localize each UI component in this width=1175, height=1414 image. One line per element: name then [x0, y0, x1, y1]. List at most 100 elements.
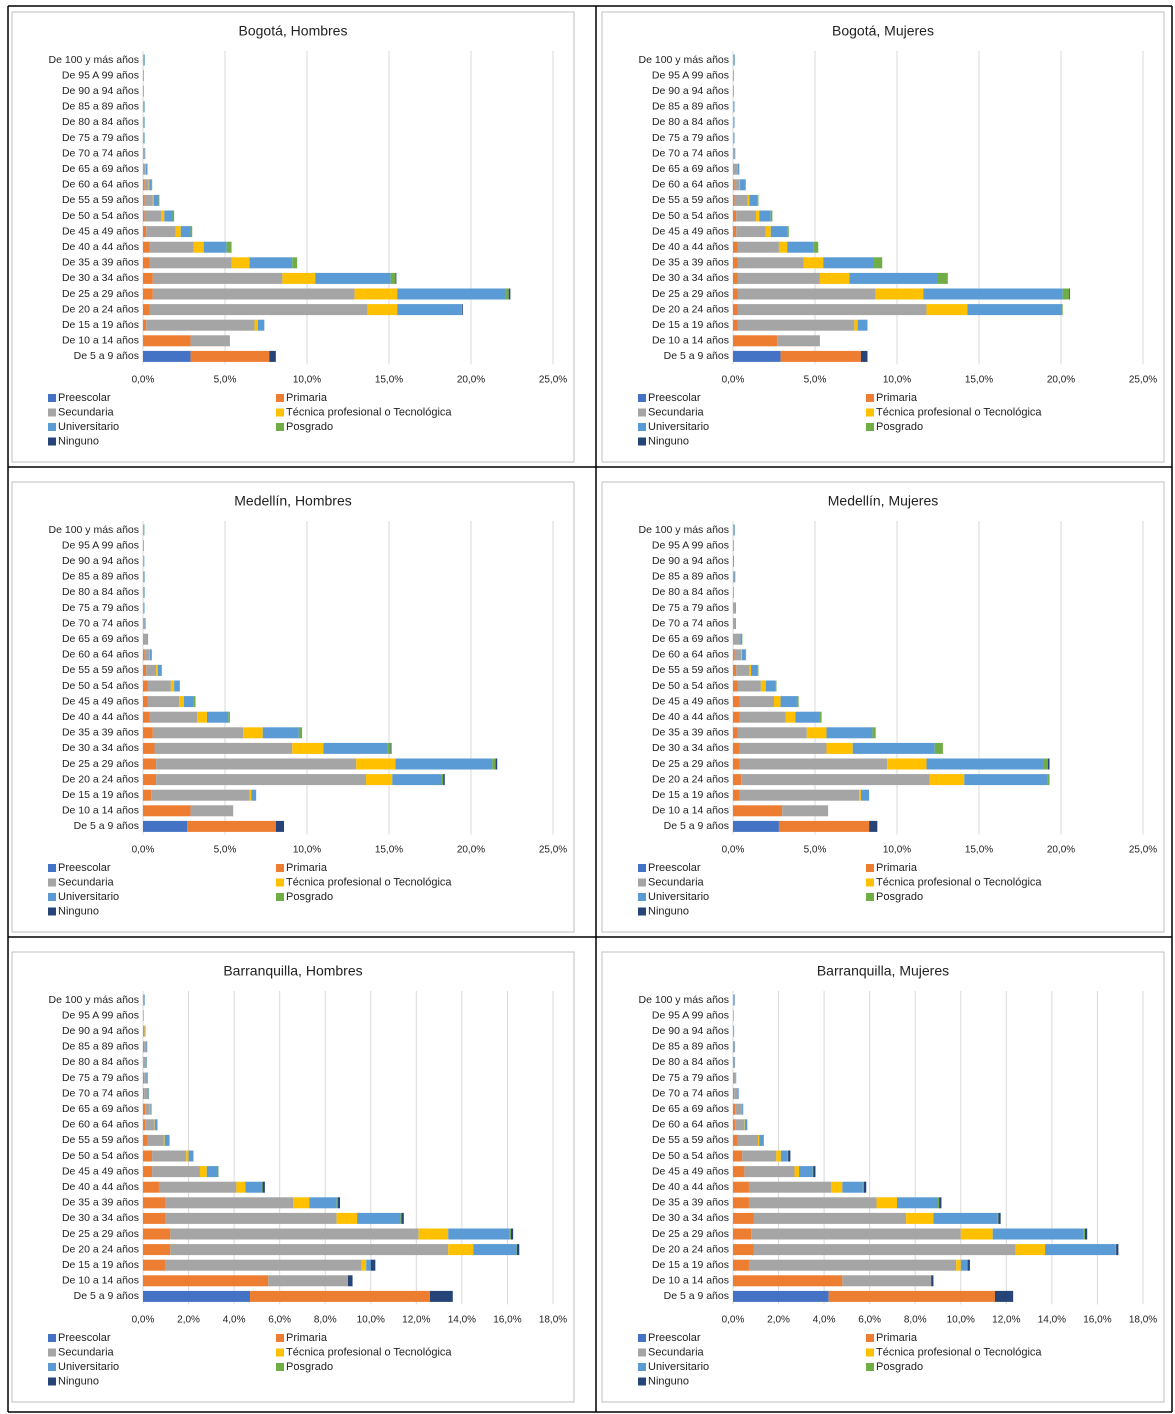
legend-marker	[48, 907, 56, 916]
bar-segment	[143, 586, 144, 598]
bar-segment	[741, 649, 743, 661]
bar-segment	[143, 163, 146, 175]
y-tick-label: De 55 a 59 años	[62, 194, 139, 206]
bar-segment	[863, 1181, 867, 1193]
bar-segment	[770, 210, 773, 222]
bar-segment	[926, 304, 968, 316]
bar-segment	[734, 994, 735, 1006]
bar-segment	[370, 1259, 376, 1271]
bar-segment	[147, 1088, 149, 1100]
y-tick-label: De 40 a 44 años	[62, 1181, 139, 1193]
bar-segment	[733, 1228, 752, 1240]
y-tick-label: De 90 a 94 años	[62, 1025, 139, 1037]
y-tick-label: De 20 a 24 años	[62, 773, 139, 785]
bar-segment	[997, 1212, 999, 1224]
chart-title: Barranquilla, Mujeres	[817, 963, 949, 979]
bar-segment	[862, 1181, 864, 1193]
bar-segment	[206, 1166, 219, 1178]
x-tick-label: 15,0%	[965, 845, 993, 856]
x-tick-label: 10,0%	[293, 375, 321, 386]
bar-segment	[733, 1025, 734, 1037]
y-tick-label: De 85 a 89 años	[62, 1041, 139, 1053]
bar-segment	[187, 820, 276, 832]
bar-segment	[875, 288, 924, 300]
x-tick-label: 10,0%	[947, 1315, 975, 1326]
bar-segment	[734, 618, 736, 630]
bar-segment	[323, 742, 388, 754]
bar-segment	[733, 148, 735, 160]
bar-segment	[146, 319, 255, 331]
x-tick-label: 16,0%	[493, 1315, 521, 1326]
y-tick-label: De 70 a 74 años	[62, 617, 139, 629]
legend-marker	[866, 423, 874, 431]
y-tick-label: De 100 y más años	[639, 54, 729, 66]
bar-segment	[143, 132, 144, 144]
bar-segment	[156, 664, 158, 676]
bar-segment	[390, 272, 396, 284]
legend-marker	[638, 864, 646, 872]
bar-segment	[759, 1134, 764, 1146]
legend-marker	[866, 1363, 874, 1371]
bar-segment	[757, 194, 759, 206]
bar-segment	[441, 774, 444, 786]
x-tick-label: 0,0%	[722, 845, 745, 856]
bar-segment	[733, 179, 735, 191]
y-tick-label: De 65 a 69 años	[62, 163, 139, 175]
y-tick-label: De 10 a 14 años	[652, 805, 729, 817]
x-tick-label: 18,0%	[1129, 1315, 1157, 1326]
bar-segment	[1069, 288, 1071, 300]
y-tick-label: De 20 a 24 años	[652, 1243, 729, 1255]
bar-segment	[145, 1056, 147, 1068]
bar-segment	[152, 288, 355, 300]
bar-segment	[245, 1181, 262, 1193]
bar-segment	[186, 1150, 189, 1162]
bar-segment	[395, 272, 397, 284]
bar-segment	[397, 304, 462, 316]
bar-segment	[733, 272, 738, 284]
bar-segment	[143, 602, 144, 614]
y-tick-label: De 80 a 84 años	[62, 116, 139, 128]
y-tick-label: De 55 a 59 años	[62, 664, 139, 676]
bar-segment	[510, 1228, 514, 1240]
bar-segment	[733, 54, 734, 66]
bar-segment	[146, 226, 176, 238]
y-tick-label: De 55 a 59 años	[652, 194, 729, 206]
bar-segment	[448, 1244, 474, 1256]
bar-segment	[143, 727, 153, 739]
bar-segment	[1047, 774, 1050, 786]
bar-segment	[753, 1244, 1016, 1256]
legend-label: Secundaria	[648, 406, 705, 418]
bar-segment	[733, 1275, 843, 1287]
y-tick-label: De 60 a 64 años	[62, 179, 139, 191]
bar-segment	[143, 116, 144, 128]
legend-label: Universitario	[648, 1361, 709, 1373]
bar-segment	[857, 319, 868, 331]
bar-segment	[143, 774, 157, 786]
legend-marker	[638, 907, 646, 916]
bar-segment	[788, 1150, 791, 1162]
bar-segment	[778, 820, 870, 832]
legend-marker	[866, 394, 874, 402]
bar-segment	[143, 649, 145, 661]
y-tick-label: De 85 a 89 años	[652, 1041, 729, 1053]
bar-segment	[733, 680, 738, 692]
y-tick-label: De 15 a 19 años	[62, 1259, 139, 1271]
y-tick-label: De 85 a 89 años	[652, 101, 729, 113]
bar-segment	[739, 789, 860, 801]
chart-frame	[601, 481, 1165, 933]
bar-segment	[143, 805, 191, 817]
bar-segment	[776, 1150, 781, 1162]
legend-marker	[48, 408, 56, 417]
bar-segment	[236, 1181, 246, 1193]
y-tick-label: De 5 a 9 años	[664, 820, 729, 832]
y-tick-label: De 100 y más años	[639, 524, 729, 536]
bar-segment	[197, 711, 207, 723]
bar-segment	[146, 1072, 148, 1084]
bar-segment	[430, 1290, 453, 1302]
bar-segment	[367, 304, 398, 316]
bar-segment	[461, 304, 462, 316]
bar-segment	[149, 649, 152, 661]
bar-segment	[994, 1290, 1014, 1302]
bar-segment	[143, 1025, 145, 1037]
bar-segment	[257, 319, 265, 331]
